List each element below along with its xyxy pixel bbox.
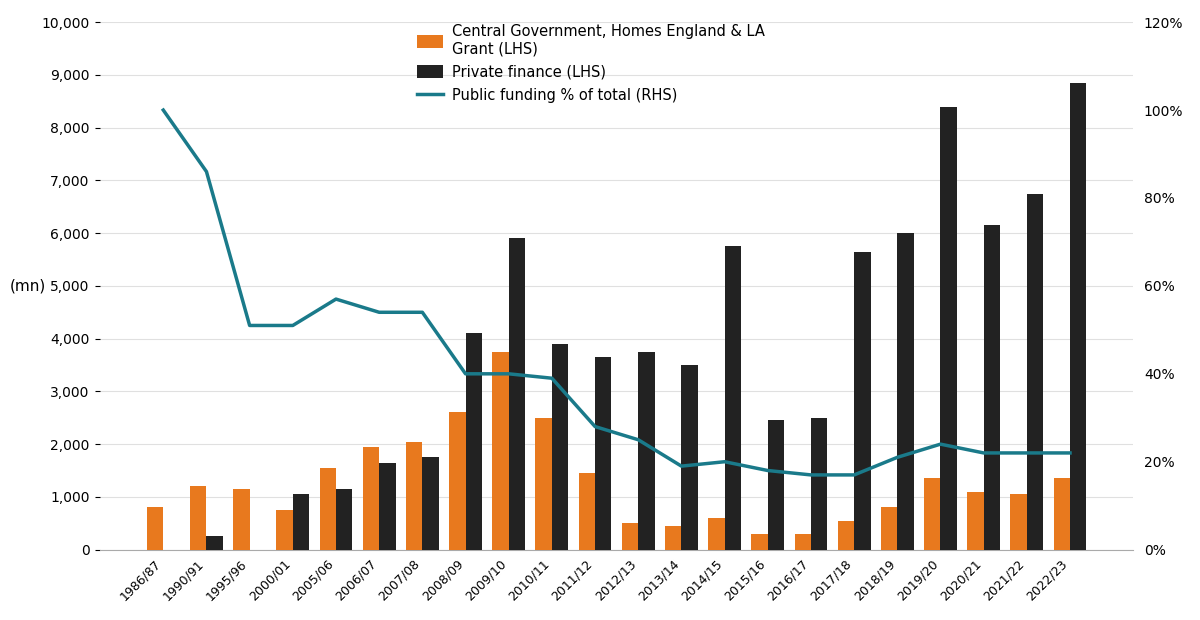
Bar: [206, 536, 223, 550]
Bar: [725, 246, 742, 550]
Bar: [422, 458, 439, 550]
Bar: [319, 468, 336, 550]
Bar: [293, 494, 310, 550]
Bar: [146, 507, 163, 550]
Bar: [638, 352, 655, 550]
Bar: [665, 526, 682, 550]
Bar: [406, 441, 422, 550]
Bar: [1027, 193, 1043, 550]
Bar: [854, 252, 870, 550]
Bar: [552, 344, 569, 550]
Bar: [1070, 83, 1086, 550]
Bar: [1010, 494, 1027, 550]
Bar: [682, 365, 698, 550]
Bar: [751, 534, 768, 550]
Bar: [362, 447, 379, 550]
Bar: [967, 492, 984, 550]
Bar: [509, 239, 526, 550]
Bar: [708, 518, 725, 550]
Bar: [276, 510, 293, 550]
Y-axis label: (mn): (mn): [10, 278, 46, 293]
Bar: [379, 463, 396, 550]
Legend: Central Government, Homes England & LA
Grant (LHS), Private finance (LHS), Publi: Central Government, Homes England & LA G…: [418, 24, 766, 103]
Bar: [941, 107, 956, 550]
Bar: [535, 418, 552, 550]
Bar: [881, 507, 898, 550]
Bar: [595, 357, 612, 550]
Bar: [1054, 479, 1070, 550]
Bar: [449, 412, 466, 550]
Bar: [622, 523, 638, 550]
Bar: [492, 352, 509, 550]
Bar: [190, 486, 206, 550]
Bar: [794, 534, 811, 550]
Bar: [768, 420, 784, 550]
Bar: [233, 489, 250, 550]
Bar: [578, 473, 595, 550]
Bar: [811, 418, 827, 550]
Bar: [336, 489, 353, 550]
Bar: [984, 225, 1000, 550]
Bar: [838, 521, 854, 550]
Bar: [466, 334, 482, 550]
Bar: [924, 479, 941, 550]
Bar: [898, 233, 913, 550]
